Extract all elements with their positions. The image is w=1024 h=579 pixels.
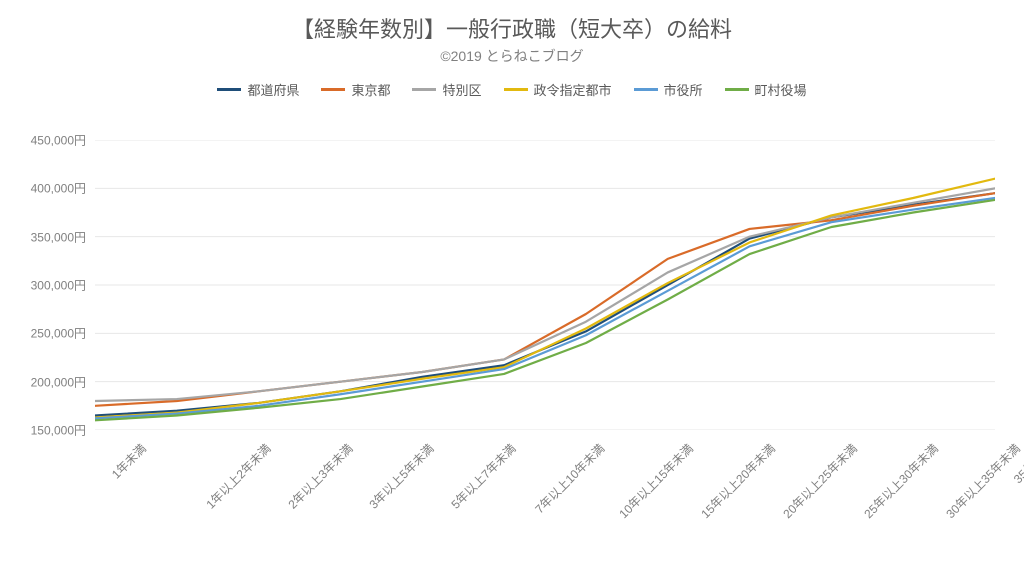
legend-swatch xyxy=(504,88,528,91)
legend-item: 市役所 xyxy=(634,80,703,99)
y-tick-label: 400,000円 xyxy=(31,180,86,197)
plot-area xyxy=(95,140,995,430)
chart-subtitle: ©2019 とらねこブログ xyxy=(0,44,1024,66)
legend-label: 東京都 xyxy=(351,80,390,99)
x-tick-label: 1年未満 xyxy=(108,440,150,482)
x-tick-label: 1年以上2年未満 xyxy=(202,440,274,512)
y-tick-label: 350,000円 xyxy=(31,228,86,245)
x-tick-label: 20年以上25年未満 xyxy=(778,440,860,522)
legend-swatch xyxy=(412,88,436,91)
x-tick-label: 7年以上10年未満 xyxy=(531,440,608,517)
legend-item: 東京都 xyxy=(321,80,390,99)
legend-label: 市役所 xyxy=(664,80,703,99)
x-axis-labels: 1年未満 1年以上2年未満2年以上3年未満3年以上5年未満5年以上7年未満7年以上… xyxy=(95,434,995,574)
legend-swatch xyxy=(321,88,345,91)
y-tick-label: 300,000円 xyxy=(31,277,86,294)
legend-label: 政令指定都市 xyxy=(534,80,612,99)
legend-item: 町村役場 xyxy=(725,80,807,99)
y-tick-label: 200,000円 xyxy=(31,373,86,390)
legend-item: 都道府県 xyxy=(217,80,299,99)
legend-item: 政令指定都市 xyxy=(504,80,612,99)
legend-label: 町村役場 xyxy=(755,80,807,99)
legend-swatch xyxy=(217,88,241,91)
series-line xyxy=(95,200,995,420)
chart-title: 【経験年数別】一般行政職（短大卒）の給料 xyxy=(0,0,1024,44)
chart-container: 【経験年数別】一般行政職（短大卒）の給料 ©2019 とらねこブログ 都道府県 東… xyxy=(0,0,1024,579)
x-tick-label: 3年以上5年未満 xyxy=(365,440,437,512)
x-tick-label: 5年以上7年未満 xyxy=(447,440,519,512)
plot-svg xyxy=(95,140,995,430)
legend-label: 特別区 xyxy=(442,80,481,99)
y-tick-label: 150,000円 xyxy=(31,422,86,439)
x-tick-label: 10年以上15年未満 xyxy=(615,440,697,522)
series-line xyxy=(95,188,995,401)
legend-swatch xyxy=(725,88,749,91)
series-line xyxy=(95,198,995,418)
y-tick-label: 250,000円 xyxy=(31,325,86,342)
series-line xyxy=(95,193,995,406)
legend-swatch xyxy=(634,88,658,91)
y-axis-labels: 150,000円200,000円250,000円300,000円350,000円… xyxy=(0,135,90,435)
x-tick-label: 25年以上30年未満 xyxy=(860,440,942,522)
legend-item: 特別区 xyxy=(412,80,481,99)
y-tick-label: 450,000円 xyxy=(31,132,86,149)
legend: 都道府県 東京都 特別区 政令指定都市 市役所 町村役場 xyxy=(0,66,1024,99)
x-tick-label: 2年以上3年未満 xyxy=(284,440,356,512)
legend-label: 都道府県 xyxy=(247,80,299,99)
x-tick-label: 30年以上35年未満 xyxy=(942,440,1024,522)
x-tick-label: 15年以上20年未満 xyxy=(697,440,779,522)
